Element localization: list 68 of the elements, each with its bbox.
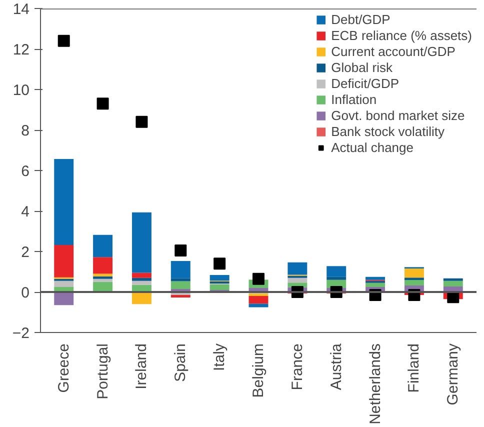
point xyxy=(136,116,148,128)
bar xyxy=(366,276,386,280)
bar xyxy=(93,276,113,279)
bar xyxy=(326,266,346,277)
bar xyxy=(170,278,190,282)
y-tick-label: −2 xyxy=(12,325,30,342)
bar xyxy=(132,272,152,278)
legend-label: Debt/GDP xyxy=(331,12,390,27)
legend-label: Inflation xyxy=(331,92,377,107)
y-tick-label: 4 xyxy=(21,204,30,220)
bar xyxy=(210,284,230,290)
bar xyxy=(366,282,386,287)
bar xyxy=(132,278,152,281)
y-tick-label: 10 xyxy=(12,82,30,99)
bar xyxy=(288,262,308,275)
bar xyxy=(248,296,268,304)
legend-label: Current account/GDP xyxy=(331,44,456,59)
bar xyxy=(248,294,268,296)
y-tick-label: 12 xyxy=(12,42,30,58)
bar xyxy=(404,268,424,278)
x-tick-label: Germany xyxy=(444,343,462,406)
bar xyxy=(93,274,113,276)
x-tick-label: Belgium xyxy=(250,343,267,398)
bar xyxy=(404,278,424,280)
x-tick-label: Ireland xyxy=(133,343,150,390)
bar xyxy=(404,280,424,286)
legend-label: Bank stock volatility xyxy=(331,124,445,139)
bar xyxy=(170,281,190,289)
bar xyxy=(210,274,230,281)
y-tick-label: 0 xyxy=(21,284,30,302)
y-tick-label: 8 xyxy=(21,122,30,140)
legend-label: ECB reliance (% assets) xyxy=(331,28,472,43)
bar xyxy=(93,257,113,274)
point xyxy=(58,34,70,47)
bar xyxy=(288,278,308,283)
x-tick-label: Portugal xyxy=(94,343,112,400)
y-tick-label: 2 xyxy=(21,244,30,261)
bar xyxy=(54,245,74,278)
y-tick-label: 6 xyxy=(21,163,30,180)
bar xyxy=(54,292,74,306)
bar xyxy=(132,280,152,285)
x-tick-label: France xyxy=(288,343,306,390)
legend-label: Global risk xyxy=(331,60,393,75)
x-tick-label: Finland xyxy=(406,343,423,393)
bar xyxy=(132,212,152,273)
bar xyxy=(93,278,113,282)
bar xyxy=(248,304,268,308)
y-tick-label: 14 xyxy=(12,1,30,18)
x-tick-label: Netherlands xyxy=(366,343,384,424)
bar xyxy=(326,276,346,280)
bar xyxy=(54,158,74,246)
x-tick-label: Italy xyxy=(211,343,228,372)
point xyxy=(214,258,226,270)
x-tick-label: Spain xyxy=(172,343,190,382)
legend-label: Actual change xyxy=(331,140,414,155)
point xyxy=(252,272,264,285)
legend-label: Govt. bond market size xyxy=(331,108,465,123)
legend-label: Deficit/GDP xyxy=(331,76,400,91)
bar xyxy=(93,234,113,258)
x-tick-label: Greece xyxy=(55,343,72,393)
bar xyxy=(443,278,463,281)
point xyxy=(96,98,109,110)
bar xyxy=(132,293,152,304)
bar xyxy=(170,261,190,278)
bar xyxy=(54,280,74,287)
x-tick-label: Austria xyxy=(328,342,345,390)
point xyxy=(174,244,187,256)
bar xyxy=(443,280,463,287)
